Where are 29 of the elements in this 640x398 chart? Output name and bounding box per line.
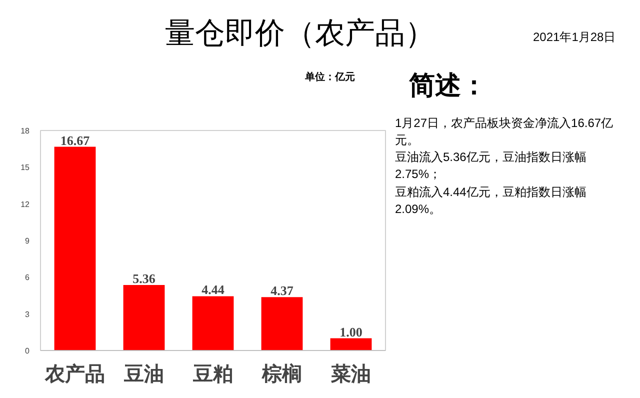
data-label: 4.37 — [270, 283, 294, 298]
text: 2021年1月28日 — [533, 29, 616, 46]
y-tick-label: 18 — [20, 126, 30, 136]
bar — [192, 296, 234, 350]
x-tick-label: 豆油 — [123, 362, 164, 386]
bar — [261, 297, 303, 350]
bar — [123, 284, 165, 350]
text: 单位：亿元 — [305, 71, 355, 85]
data-label: 5.36 — [132, 270, 156, 286]
text: 简述： — [409, 69, 487, 102]
text: 豆粕流入4.44亿元，豆粕指数日涨幅2.09%。 — [395, 184, 588, 218]
text: 1月27日，农产品板块资金净流入16.67亿元。 — [395, 115, 614, 150]
data-label: 1.00 — [340, 324, 362, 340]
y-tick-label: 3 — [25, 310, 30, 319]
y-tick-label: 6 — [25, 273, 30, 282]
y-tick-label: 15 — [20, 163, 30, 172]
chart-title: 量仓即价（农产品） — [165, 16, 435, 52]
y-tick-label: 12 — [20, 200, 30, 209]
x-tick-label: 豆粕 — [192, 362, 233, 386]
bar — [54, 146, 96, 350]
text: 豆油流入5.36亿元，豆油指数日涨幅2.75%； — [395, 149, 588, 184]
y-tick-label: 0 — [25, 346, 30, 356]
data-label: 16.67 — [60, 132, 90, 148]
y-tick-label: 9 — [25, 236, 30, 246]
x-tick-label: 棕榈 — [261, 362, 302, 386]
bar — [330, 338, 372, 350]
data-label: 4.44 — [202, 282, 225, 298]
x-tick-label: 菜油 — [330, 362, 371, 386]
x-tick-label: 农产品 — [44, 362, 105, 386]
